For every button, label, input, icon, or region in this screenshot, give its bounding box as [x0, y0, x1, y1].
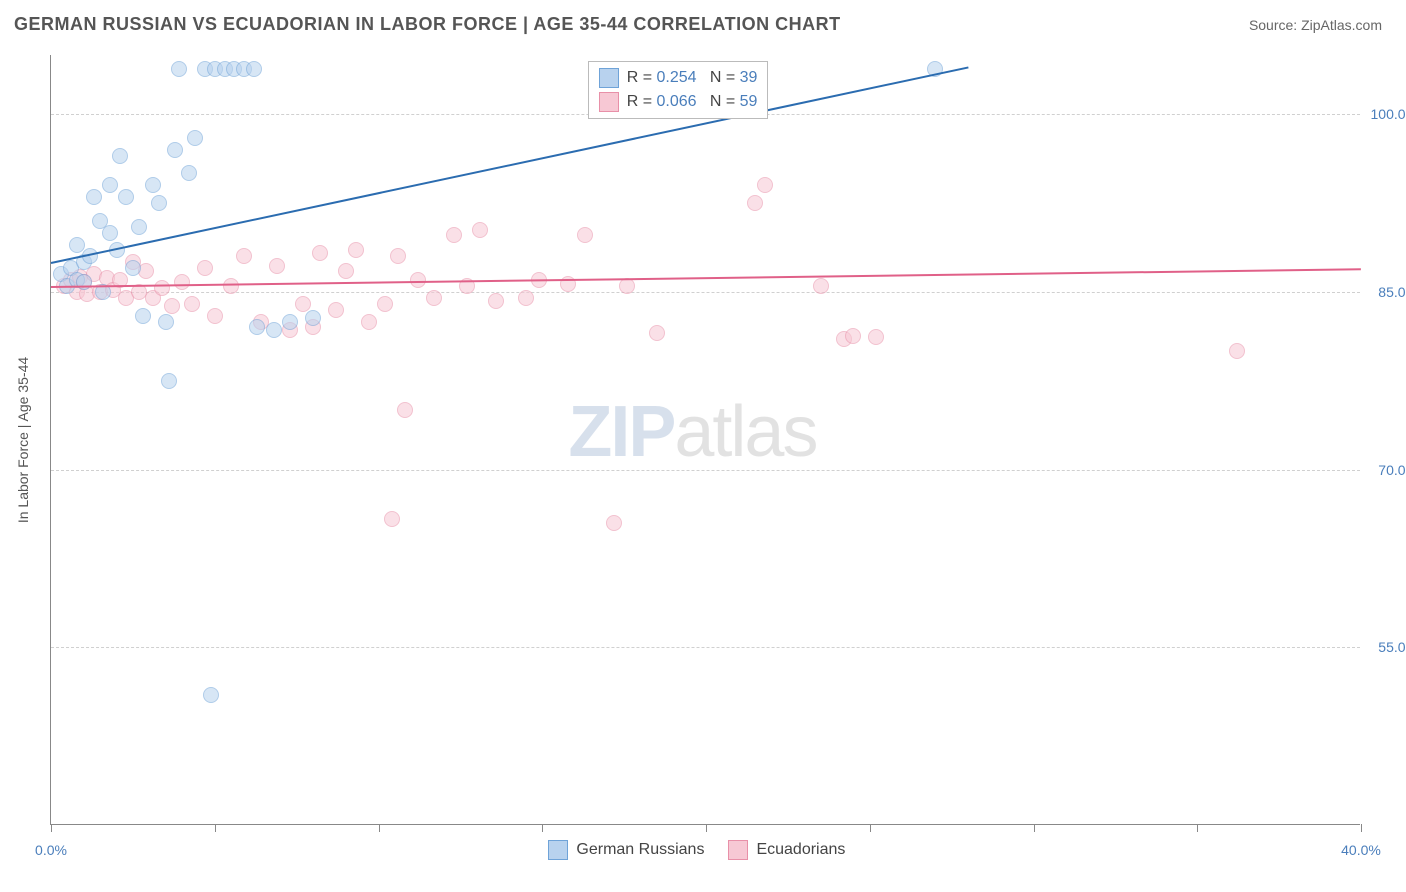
ecuadorians-point	[472, 222, 488, 238]
ecuadorians-point	[348, 242, 364, 258]
ecuadorians-point	[269, 258, 285, 274]
ecuadorians-point	[197, 260, 213, 276]
ecuadorians-point	[223, 278, 239, 294]
german_russians-point	[181, 165, 197, 181]
german_russians-point	[167, 142, 183, 158]
german_russians-point	[86, 189, 102, 205]
legend-stats: R = 0.066 N = 59	[627, 93, 758, 111]
ecuadorians-point	[361, 314, 377, 330]
german_russians-point	[118, 189, 134, 205]
ecuadorians-point	[1229, 343, 1245, 359]
german_russians-point	[135, 308, 151, 324]
ecuadorians-point	[236, 248, 252, 264]
german_russians-point	[203, 687, 219, 703]
x-tick-label: 0.0%	[35, 842, 67, 858]
german_russians-point	[151, 195, 167, 211]
ecuadorians-point	[154, 280, 170, 296]
ecuadorians-point	[426, 290, 442, 306]
y-tick-label: 100.0%	[1368, 106, 1406, 122]
x-tick	[1197, 824, 1198, 832]
ecuadorians-point	[649, 325, 665, 341]
x-tick	[1361, 824, 1362, 832]
ecuadorians-point	[397, 402, 413, 418]
ecuadorians-point	[390, 248, 406, 264]
ecuadorians-point	[488, 293, 504, 309]
ecuadorians-point	[813, 278, 829, 294]
x-tick	[215, 824, 216, 832]
legend-swatch	[599, 92, 619, 112]
german_russians-point	[187, 130, 203, 146]
y-tick-label: 85.0%	[1368, 284, 1406, 300]
german_russians-point	[76, 274, 92, 290]
chart-container: In Labor Force | Age 35-44 ZIPatlas 55.0…	[50, 55, 1360, 825]
german_russians-point	[161, 373, 177, 389]
series-legend-item-german_russians: German Russians	[548, 840, 704, 860]
gridline	[51, 292, 1360, 293]
ecuadorians-point	[328, 302, 344, 318]
german_russians-point	[112, 148, 128, 164]
german_russians-point	[69, 237, 85, 253]
ecuadorians-point	[174, 274, 190, 290]
ecuadorians-point	[868, 329, 884, 345]
gridline	[51, 647, 1360, 648]
ecuadorians-point	[295, 296, 311, 312]
legend-stats: R = 0.254 N = 39	[627, 69, 758, 87]
x-tick	[1034, 824, 1035, 832]
ecuadorians-point	[757, 177, 773, 193]
ecuadorians-point	[845, 328, 861, 344]
series-legend-item-ecuadorians: Ecuadorians	[728, 840, 845, 860]
german_russians-point	[158, 314, 174, 330]
legend-row-ecuadorians: R = 0.066 N = 59	[599, 90, 758, 114]
ecuadorians-point	[518, 290, 534, 306]
series-legend-label: Ecuadorians	[756, 841, 845, 859]
german_russians-point	[282, 314, 298, 330]
ecuadorians-point	[312, 245, 328, 261]
watermark: ZIPatlas	[568, 391, 816, 473]
gridline	[51, 470, 1360, 471]
ecuadorians-point	[606, 515, 622, 531]
german_russians-point	[305, 310, 321, 326]
german_russians-point	[266, 322, 282, 338]
german_russians-point	[246, 61, 262, 77]
ecuadorians-point	[377, 296, 393, 312]
y-tick-label: 55.0%	[1368, 639, 1406, 655]
x-tick	[542, 824, 543, 832]
legend-swatch	[599, 68, 619, 88]
x-tick	[51, 824, 52, 832]
series-legend: German Russians Ecuadorians	[548, 840, 845, 860]
ecuadorians-point	[446, 227, 462, 243]
ecuadorians-point	[619, 278, 635, 294]
ecuadorians-point	[164, 298, 180, 314]
x-tick-label: 40.0%	[1341, 842, 1381, 858]
ecuadorians-point	[338, 263, 354, 279]
ecuadorians-point	[384, 511, 400, 527]
german_russians-point	[102, 225, 118, 241]
legend-row-german_russians: R = 0.254 N = 39	[599, 66, 758, 90]
german_russians-point	[125, 260, 141, 276]
german_russians-point	[145, 177, 161, 193]
scatter-plot-area: In Labor Force | Age 35-44 ZIPatlas 55.0…	[50, 55, 1360, 825]
ecuadorians-point	[577, 227, 593, 243]
y-axis-label: In Labor Force | Age 35-44	[15, 356, 31, 522]
ecuadorians-point	[207, 308, 223, 324]
y-tick-label: 70.0%	[1368, 462, 1406, 478]
german_russians-point	[131, 219, 147, 235]
ecuadorians-point	[747, 195, 763, 211]
ecuadorians-trend-line	[51, 268, 1361, 288]
ecuadorians-point	[184, 296, 200, 312]
x-tick	[706, 824, 707, 832]
series-legend-label: German Russians	[576, 841, 704, 859]
x-tick	[379, 824, 380, 832]
legend-swatch	[548, 840, 568, 860]
correlation-legend: R = 0.254 N = 39 R = 0.066 N = 59	[588, 61, 769, 119]
german_russians-point	[249, 319, 265, 335]
legend-swatch	[728, 840, 748, 860]
german_russians-point	[102, 177, 118, 193]
x-tick	[870, 824, 871, 832]
chart-source: Source: ZipAtlas.com	[1249, 17, 1382, 33]
chart-title: GERMAN RUSSIAN VS ECUADORIAN IN LABOR FO…	[14, 14, 841, 35]
german_russians-point	[171, 61, 187, 77]
